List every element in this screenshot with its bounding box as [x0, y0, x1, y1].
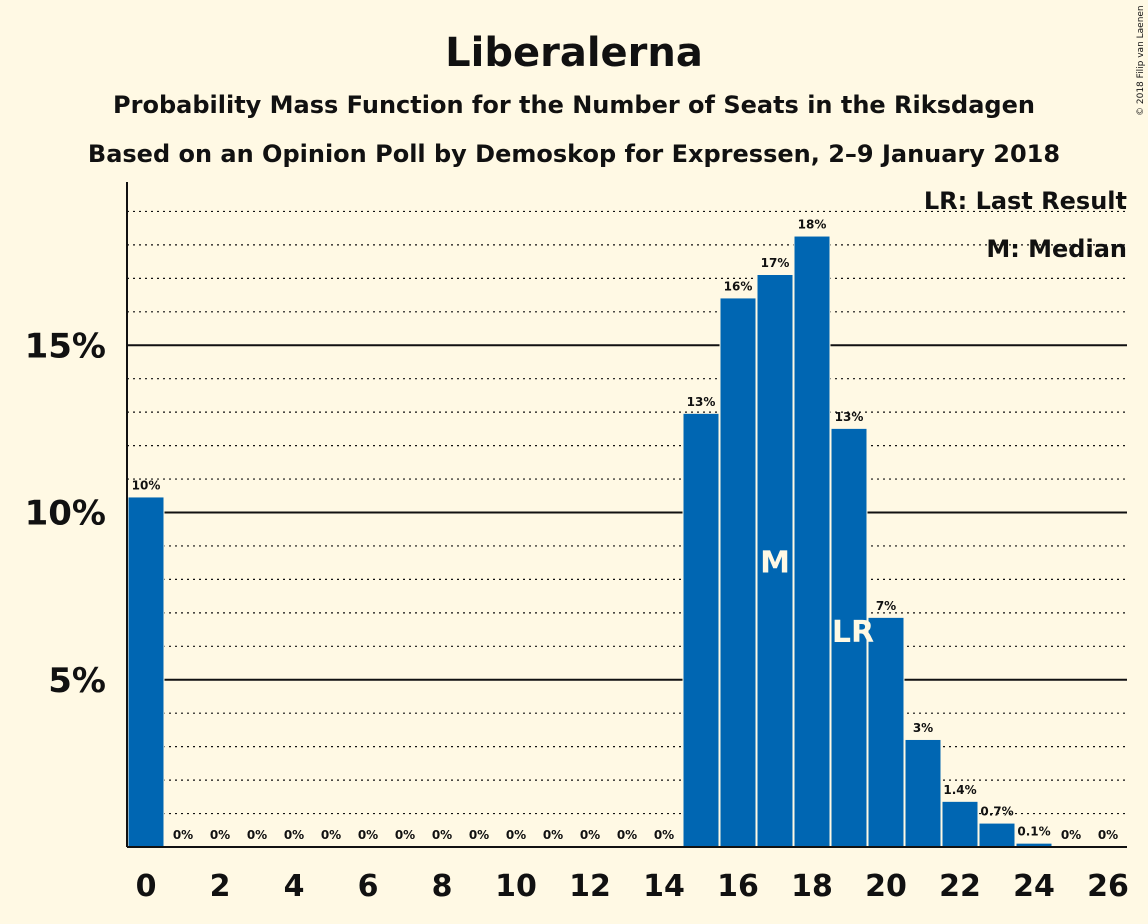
- x-tick-label: 10: [495, 869, 537, 904]
- legend: LR: Last Result M: Median: [924, 187, 1127, 263]
- data-label-seat-1: 0%: [173, 828, 193, 842]
- data-label-seat-19: 13%: [835, 410, 864, 424]
- data-label-seat-23: 0.7%: [980, 805, 1013, 819]
- median-marker: M: [760, 545, 790, 580]
- data-label-seat-13: 0%: [617, 828, 637, 842]
- bar-seat-20: [868, 617, 904, 847]
- data-label-seat-5: 0%: [321, 828, 341, 842]
- bar-seat-18: [794, 236, 830, 848]
- gridlines: [127, 210, 1127, 815]
- y-tick-label: 15%: [25, 326, 106, 366]
- bar-seat-22: [942, 801, 978, 847]
- x-tick-label: 2: [210, 869, 231, 904]
- bar-seat-15: [683, 413, 719, 847]
- data-label-seat-15: 13%: [687, 395, 716, 409]
- y-tick-label: 5%: [48, 661, 106, 701]
- bar-seat-16: [720, 298, 756, 847]
- data-label-seat-10: 0%: [506, 828, 526, 842]
- x-tick-label: 8: [432, 869, 453, 904]
- legend-median: M: Median: [986, 235, 1127, 263]
- data-label-seat-3: 0%: [247, 828, 267, 842]
- copyright-text: © 2018 Filip van Laenen: [1136, 5, 1146, 116]
- bar-seat-0: [128, 497, 164, 847]
- chart-title: Liberalerna: [445, 30, 703, 76]
- chart-subtitle-2: Based on an Opinion Poll by Demoskop for…: [88, 140, 1060, 168]
- x-tick-label: 26: [1087, 869, 1129, 904]
- data-label-seat-20: 7%: [876, 599, 896, 613]
- data-label-seat-24: 0.1%: [1017, 825, 1050, 839]
- data-label-seat-18: 18%: [798, 218, 827, 232]
- data-label-seat-11: 0%: [543, 828, 563, 842]
- x-tick-label: 22: [939, 869, 981, 904]
- x-tick-label: 0: [136, 869, 157, 904]
- data-label-seat-12: 0%: [580, 828, 600, 842]
- bar-seat-17: [757, 275, 793, 847]
- data-label-seat-22: 1.4%: [943, 783, 976, 797]
- bar-seat-24: [1016, 843, 1052, 847]
- axes: 5%10%15%0 2 4 6 8 10 12 14 16 18 20 22 24 26: [25, 182, 1129, 904]
- data-label-seat-2: 0%: [210, 828, 230, 842]
- data-label-seat-16: 16%: [724, 279, 753, 293]
- last-result-marker: LR: [832, 615, 874, 650]
- x-tick-label: 4: [284, 869, 305, 904]
- bar-seat-19: [831, 428, 867, 847]
- x-tick-label: 6: [358, 869, 379, 904]
- data-label-seat-14: 0%: [654, 828, 674, 842]
- y-tick-label: 10%: [25, 494, 106, 534]
- x-tick-label: 14: [643, 869, 685, 904]
- data-labels: 10% 0% 0% 0% 0% 0% 0% 0% 0% 0% 0% 0% 0% 0% 0% 13% 16% 17%…: [132, 218, 1119, 842]
- data-label-seat-4: 0%: [284, 828, 304, 842]
- data-label-seat-21: 3%: [913, 721, 933, 735]
- data-label-seat-8: 0%: [432, 828, 452, 842]
- bar-seat-21: [905, 739, 941, 847]
- data-label-seat-6: 0%: [358, 828, 378, 842]
- data-label-seat-9: 0%: [469, 828, 489, 842]
- bar-seat-23: [979, 823, 1015, 847]
- data-label-seat-0: 10%: [132, 478, 161, 492]
- x-tick-label: 16: [717, 869, 759, 904]
- data-label-seat-7: 0%: [395, 828, 415, 842]
- legend-last-result: LR: Last Result: [924, 187, 1127, 215]
- x-tick-label: 24: [1013, 869, 1055, 904]
- x-tick-label: 12: [569, 869, 611, 904]
- x-tick-label: 20: [865, 869, 907, 904]
- chart-subtitle: Probability Mass Function for the Number…: [113, 91, 1035, 119]
- data-label-seat-17: 17%: [761, 256, 790, 270]
- data-label-seat-25: 0%: [1061, 828, 1081, 842]
- data-label-seat-26: 0%: [1098, 828, 1118, 842]
- x-tick-label: 18: [791, 869, 833, 904]
- bars: [127, 236, 1053, 848]
